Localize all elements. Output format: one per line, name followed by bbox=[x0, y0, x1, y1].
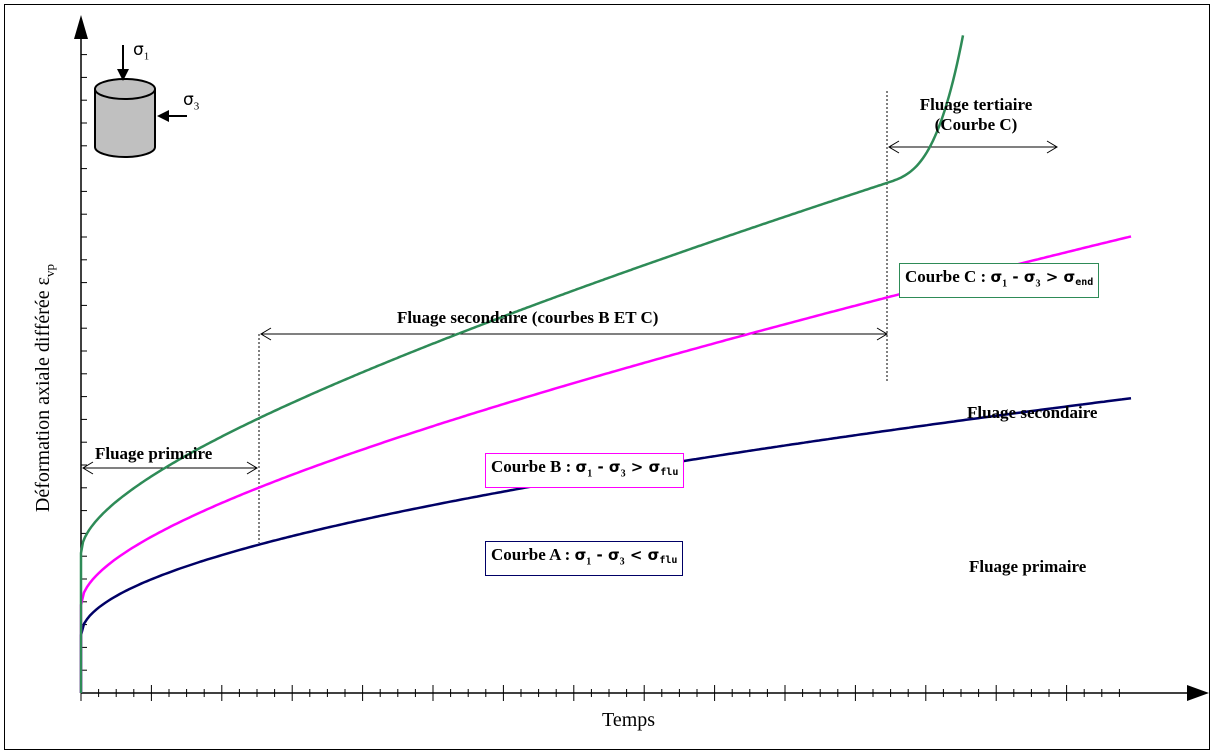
secondary-phase-label: Fluage secondaire (courbes B ET C) bbox=[397, 308, 659, 327]
tertiary-phase-arrow bbox=[888, 140, 1058, 154]
creep-diagram bbox=[74, 15, 1209, 701]
right-primary-annotation: Fluage primaire bbox=[969, 557, 1087, 576]
x-axis-arrow bbox=[1187, 685, 1209, 701]
right-secondary-annotation: Fluage secondaire bbox=[967, 403, 1098, 422]
sigma1-label: σ1 bbox=[133, 40, 150, 63]
curve-c bbox=[79, 35, 965, 693]
sigma3-label: σ3 bbox=[183, 90, 200, 113]
primary-phase-label: Fluage primaire bbox=[95, 444, 213, 463]
primary-phase-arrow bbox=[82, 461, 258, 475]
curve-c-label: Courbe C : σ1 - σ3 > σend bbox=[899, 263, 1100, 299]
y-axis-arrow bbox=[74, 15, 88, 39]
x-axis-title: Temps bbox=[602, 709, 656, 731]
x-axis-ticks bbox=[80, 685, 1120, 701]
secondary-phase-arrow bbox=[260, 327, 888, 341]
curve-a-label: Courbe A : σ1 - σ3 < σflu bbox=[485, 541, 684, 577]
diagram-frame: σ1 σ3 Fluage primaire Fluage secondaire … bbox=[4, 4, 1210, 750]
curve-b-label: Courbe B : σ1 - σ3 > σflu bbox=[485, 453, 685, 489]
cylinder-sample-icon bbox=[94, 45, 187, 158]
y-axis-title: Déformation axiale différée εvp bbox=[32, 263, 57, 513]
tertiary-phase-label: Fluage tertiaire (Courbe C) bbox=[919, 95, 1033, 134]
